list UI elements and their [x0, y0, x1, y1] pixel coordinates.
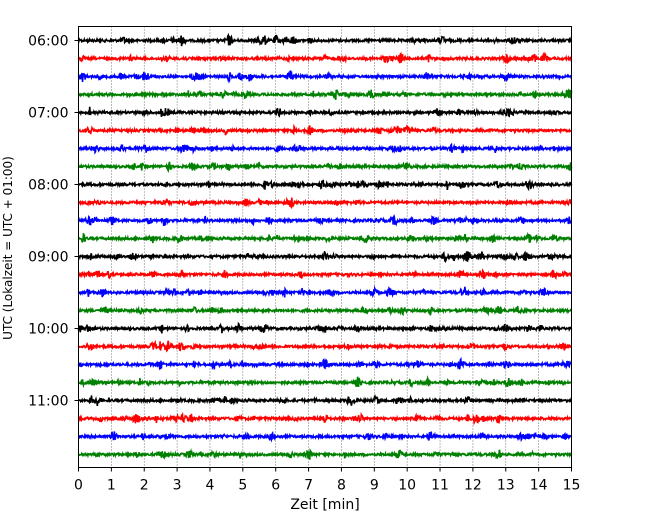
x-axis-label: Zeit [min] — [290, 497, 359, 513]
traces — [77, 32, 573, 460]
trace-1130 — [78, 430, 573, 443]
x-tick-label: 15 — [563, 478, 581, 494]
trace-0800 — [77, 178, 573, 192]
x-tick-label: 10 — [398, 478, 416, 494]
x-tick-label: 0 — [74, 478, 83, 494]
y-axis-label: UTC (Lokalzeit = UTC + 01:00) — [1, 156, 15, 340]
y-tick-label: 07:00 — [28, 106, 68, 122]
trace-0815 — [77, 196, 573, 210]
y-tick-label: 09:00 — [28, 250, 68, 266]
plot-frame — [78, 26, 572, 468]
trace-0830 — [77, 214, 572, 227]
x-tick-label: 9 — [370, 478, 379, 494]
x-tick-label: 12 — [464, 478, 482, 494]
trace-1030 — [77, 356, 573, 371]
trace-0945 — [77, 304, 573, 317]
trace-0645 — [78, 88, 573, 100]
y-axis: 06:00 07:00 08:00 09:00 10:00 11:00 — [28, 34, 79, 410]
y-tick-label: 10:00 — [28, 322, 68, 338]
trace-1100 — [78, 393, 573, 407]
trace-0845 — [78, 231, 573, 244]
trace-0615 — [77, 51, 573, 65]
trace-0730 — [77, 142, 573, 155]
trace-0715 — [77, 123, 573, 136]
trace-0630 — [77, 70, 573, 84]
x-tick-label: 13 — [497, 478, 515, 494]
trace-0745 — [77, 161, 573, 174]
x-axis: 0 1 2 3 4 5 6 7 8 9 10 11 12 13 14 15 — [74, 467, 581, 494]
trace-0600 — [77, 32, 572, 47]
trace-0900 — [77, 250, 573, 264]
x-tick-label: 2 — [140, 478, 149, 494]
x-tick-label: 1 — [107, 478, 116, 494]
trace-0915 — [77, 268, 573, 281]
trace-1145 — [78, 447, 573, 460]
x-tick-label: 4 — [206, 478, 215, 494]
x-tick-label: 14 — [530, 478, 548, 494]
x-tick-label: 11 — [431, 478, 449, 494]
y-tick-label: 06:00 — [28, 34, 68, 50]
trace-1015 — [77, 339, 573, 353]
x-tick-label: 5 — [238, 478, 247, 494]
x-tick-label: 7 — [304, 478, 313, 494]
trace-1000 — [77, 321, 573, 334]
trace-1045 — [77, 375, 572, 389]
trace-0930 — [77, 285, 573, 299]
x-tick-label: 6 — [271, 478, 280, 494]
x-tick-label: 3 — [173, 478, 182, 494]
y-tick-label: 08:00 — [28, 178, 68, 194]
y-tick-label: 11:00 — [28, 394, 68, 410]
x-tick-label: 8 — [337, 478, 346, 494]
trace-0700 — [78, 106, 573, 118]
trace-1115 — [77, 411, 572, 426]
